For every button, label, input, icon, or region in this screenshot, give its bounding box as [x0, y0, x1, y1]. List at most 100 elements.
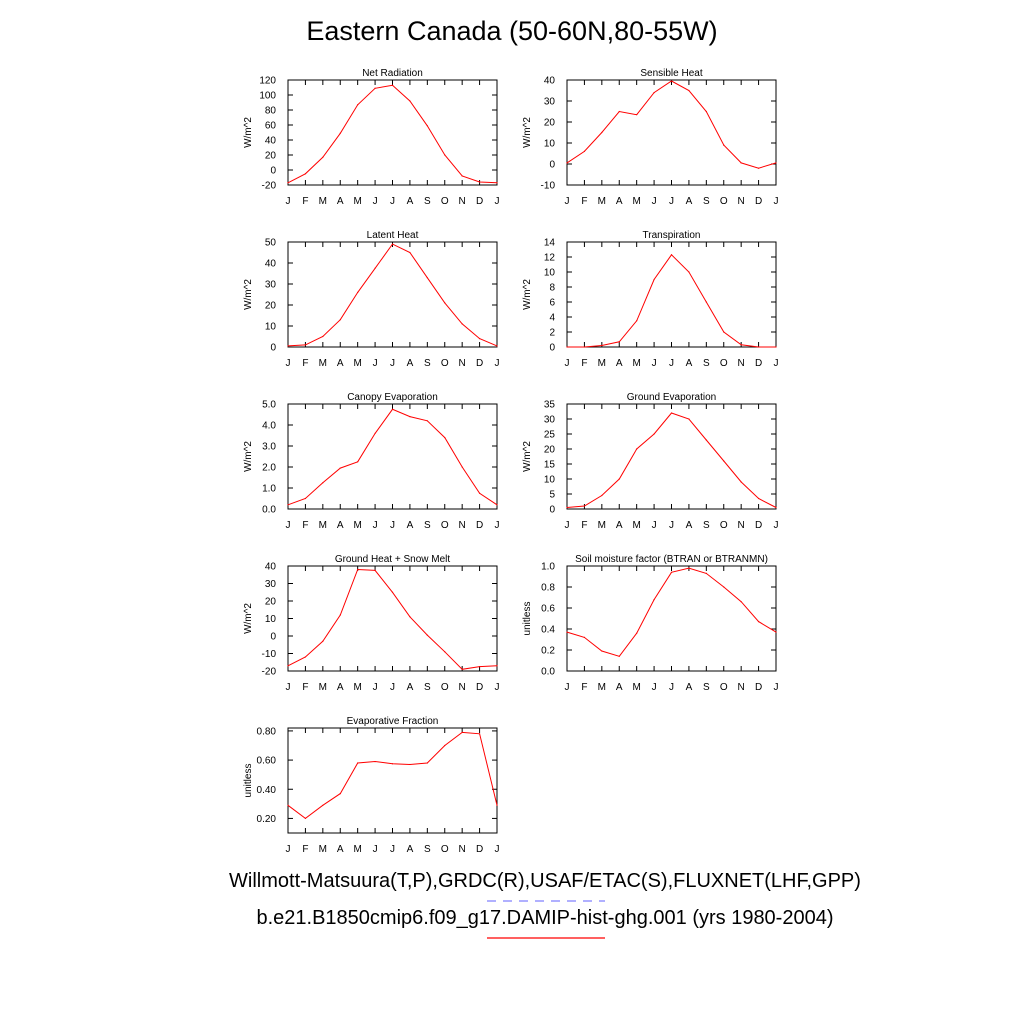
x-tick-label: N — [459, 682, 466, 693]
data-point — [409, 251, 411, 254]
x-tick-label: J — [669, 682, 674, 693]
data-point — [426, 125, 428, 127]
x-tick-label: J — [390, 520, 395, 531]
data-point — [601, 131, 603, 134]
data-point — [339, 614, 341, 616]
x-tick-label: S — [703, 196, 710, 207]
x-tick-label: S — [424, 844, 431, 855]
x-tick-label: J — [495, 196, 500, 207]
y-axis-label: W/m^2 — [522, 117, 533, 148]
data-point — [653, 92, 655, 94]
data-point — [478, 733, 481, 735]
data-point — [461, 323, 463, 325]
data-point — [426, 634, 428, 636]
panel-5: Canopy Evaporation W/m^2 5.0 4.0 3.0 2.0 1.0 0.… — [243, 392, 500, 531]
y-axis-label: unitless — [243, 764, 254, 798]
data-point — [757, 621, 760, 623]
data-point — [461, 731, 463, 733]
data-point — [322, 804, 324, 806]
data-point — [618, 655, 620, 657]
series-line — [287, 731, 498, 820]
data-point — [775, 506, 777, 509]
y-tick-label: 1.0 — [262, 484, 276, 495]
series-line — [567, 254, 776, 348]
y-axis-label: W/m^2 — [243, 279, 254, 310]
x-tick-label: J — [495, 520, 500, 531]
series-line — [566, 412, 777, 508]
data-point — [583, 346, 586, 348]
x-tick-label: J — [390, 196, 395, 207]
y-tick-label: 100 — [259, 91, 276, 102]
x-tick-label: N — [738, 520, 745, 531]
x-tick-label: J — [652, 196, 657, 207]
x-tick-label: M — [632, 196, 640, 207]
x-tick-label: A — [337, 196, 344, 207]
x-tick-label: N — [459, 196, 466, 207]
data-point — [670, 254, 673, 256]
panel-title: Sensible Heat — [640, 68, 702, 79]
x-tick-label: M — [319, 682, 327, 693]
panel-title: Net Radiation — [362, 68, 423, 79]
x-tick-label: J — [286, 682, 291, 693]
x-tick-label: A — [407, 520, 414, 531]
data-point — [391, 763, 394, 765]
x-tick-label: J — [565, 682, 570, 693]
legend-obs-label: Willmott-Matsuura(T,P),GRDC(R),USAF/ETAC… — [229, 870, 861, 892]
data-point — [339, 319, 341, 321]
data-point — [304, 173, 307, 175]
x-tick-label: J — [373, 358, 378, 369]
x-tick-label: J — [774, 682, 779, 693]
x-tick-label: F — [302, 844, 308, 855]
x-tick-label: J — [286, 844, 291, 855]
x-tick-label: N — [459, 520, 466, 531]
x-tick-label: D — [755, 196, 762, 207]
y-axis-label: W/m^2 — [522, 279, 533, 310]
panel-frame — [287, 565, 498, 672]
data-point — [757, 167, 760, 169]
y-tick-label: 0.20 — [257, 814, 277, 825]
x-tick-label: N — [738, 682, 745, 693]
panel-frame — [287, 727, 498, 834]
data-point — [583, 150, 586, 152]
panel-title: Transpiration — [643, 230, 701, 241]
x-tick-label: J — [565, 520, 570, 531]
x-tick-label: J — [669, 520, 674, 531]
data-point — [287, 504, 289, 506]
y-tick-label: -20 — [262, 181, 277, 192]
data-point — [705, 439, 707, 441]
x-tick-label: A — [337, 844, 344, 855]
data-point — [287, 182, 289, 184]
y-tick-label: 0 — [549, 160, 555, 171]
panel-title: Evaporative Fraction — [347, 716, 439, 727]
x-tick-label: M — [353, 358, 361, 369]
data-point — [287, 665, 289, 667]
y-tick-label: 10 — [265, 322, 277, 333]
data-point — [304, 344, 307, 346]
y-tick-label: 3.0 — [262, 442, 276, 453]
data-point — [688, 89, 690, 92]
x-tick-label: A — [686, 520, 693, 531]
x-tick-label: D — [755, 520, 762, 531]
data-point — [653, 278, 655, 281]
data-point — [391, 591, 394, 593]
data-point — [775, 631, 777, 633]
data-point — [322, 335, 324, 338]
data-point — [322, 156, 324, 158]
data-point — [304, 817, 307, 820]
data-point — [636, 320, 638, 322]
data-point — [478, 666, 481, 668]
x-tick-label: F — [302, 358, 308, 369]
data-point — [601, 494, 603, 497]
y-tick-label: 8 — [549, 283, 555, 294]
x-tick-label: N — [459, 844, 466, 855]
data-point — [688, 271, 690, 273]
x-tick-label: A — [616, 196, 623, 207]
x-tick-label: S — [424, 358, 431, 369]
x-tick-label: D — [476, 196, 483, 207]
data-point — [478, 181, 481, 183]
data-point — [723, 331, 725, 333]
x-tick-label: F — [581, 358, 587, 369]
panel-9: Evaporative Fraction unitless 0.80 0.60 0.40… — [243, 716, 500, 855]
